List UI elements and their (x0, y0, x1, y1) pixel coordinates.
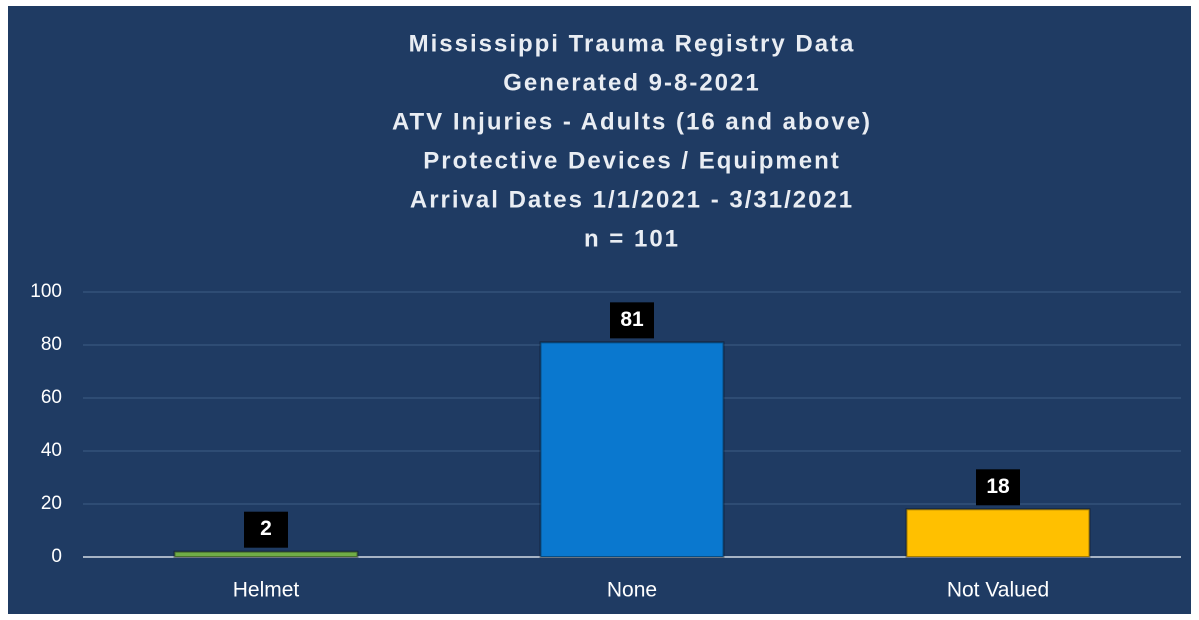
value-label: 18 (986, 475, 1010, 498)
y-tick-label: 20 (41, 493, 62, 514)
value-label-background (244, 511, 288, 548)
bar (539, 341, 725, 558)
chart-title: Generated 9-8-2021 (503, 69, 760, 96)
y-tick-label: 60 (41, 387, 62, 408)
value-label: 2 (260, 517, 272, 540)
x-tick-label: None (607, 579, 657, 602)
y-tick-label: 40 (41, 440, 62, 461)
y-tick-label: 80 (41, 334, 62, 355)
y-tick-label: 0 (51, 546, 62, 567)
chart-title: Protective Devices / Equipment (423, 147, 840, 174)
chart-title: Mississippi Trauma Registry Data (409, 30, 856, 57)
chart-title: n = 101 (584, 225, 680, 252)
x-tick-label: Not Valued (947, 579, 1049, 602)
bar (905, 508, 1091, 558)
value-label: 81 (620, 308, 644, 331)
y-tick-label: 100 (30, 281, 62, 302)
chart-title: ATV Injuries - Adults (16 and above) (392, 108, 872, 135)
bar (173, 550, 359, 559)
chart-title: Arrival Dates 1/1/2021 - 3/31/2021 (410, 186, 854, 213)
value-label-background (610, 302, 654, 339)
value-label-background (976, 469, 1020, 506)
x-tick-label: Helmet (233, 579, 300, 602)
